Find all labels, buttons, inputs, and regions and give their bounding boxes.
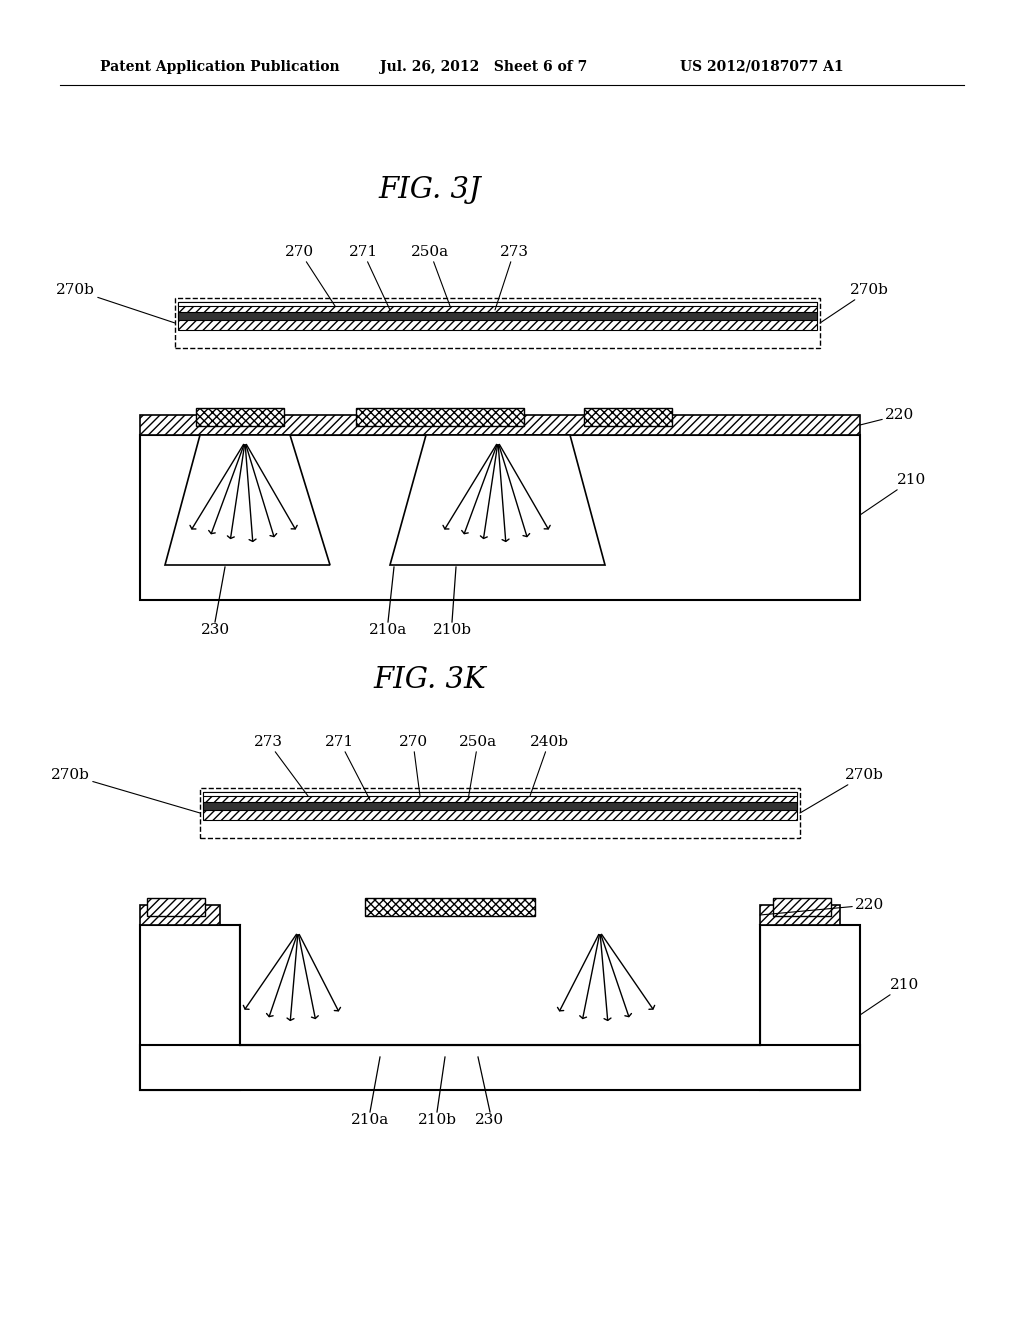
Text: 270b: 270b <box>800 768 884 813</box>
Text: 270b: 270b <box>51 768 200 813</box>
Text: 270: 270 <box>398 735 428 796</box>
Text: Patent Application Publication: Patent Application Publication <box>100 59 340 74</box>
Bar <box>365 898 535 916</box>
Bar <box>140 414 860 436</box>
Polygon shape <box>390 436 605 565</box>
Bar <box>178 302 817 306</box>
Text: 220: 220 <box>760 898 885 915</box>
Bar <box>203 792 797 820</box>
Bar <box>196 408 284 426</box>
Text: FIG. 3K: FIG. 3K <box>374 667 486 694</box>
Text: 273: 273 <box>495 246 528 310</box>
Bar <box>584 408 672 426</box>
Text: 270b: 270b <box>56 282 175 323</box>
Bar <box>203 803 797 810</box>
Bar <box>140 925 240 1090</box>
Text: Jul. 26, 2012   Sheet 6 of 7: Jul. 26, 2012 Sheet 6 of 7 <box>380 59 587 74</box>
Text: 270b: 270b <box>820 282 889 323</box>
Bar <box>773 898 831 916</box>
Text: 230: 230 <box>475 1113 505 1127</box>
Bar <box>178 302 817 330</box>
Bar <box>140 1045 860 1090</box>
Bar <box>178 312 817 319</box>
Text: FIG. 3J: FIG. 3J <box>379 176 481 205</box>
Text: 271: 271 <box>348 246 390 310</box>
Text: 210: 210 <box>860 978 920 1015</box>
Bar <box>760 925 860 1090</box>
Text: 273: 273 <box>254 735 308 796</box>
Bar <box>140 906 220 925</box>
Text: 271: 271 <box>326 735 370 800</box>
Bar <box>356 408 524 426</box>
Polygon shape <box>165 436 330 565</box>
Text: 210: 210 <box>860 473 927 515</box>
Text: 210b: 210b <box>432 623 471 638</box>
Text: 210b: 210b <box>418 1113 457 1127</box>
Text: 250a: 250a <box>411 246 450 306</box>
Bar <box>175 298 820 348</box>
Bar <box>140 436 860 601</box>
Bar <box>200 788 800 838</box>
Text: 240b: 240b <box>529 735 568 796</box>
Text: US 2012/0187077 A1: US 2012/0187077 A1 <box>680 59 844 74</box>
Bar <box>203 792 797 796</box>
Text: 270: 270 <box>286 246 335 306</box>
Bar <box>760 906 840 925</box>
Text: 210a: 210a <box>369 623 408 638</box>
Text: 250a: 250a <box>459 735 497 800</box>
Text: 220: 220 <box>860 408 914 425</box>
Bar <box>147 898 205 916</box>
Text: 230: 230 <box>201 623 229 638</box>
Bar <box>240 925 760 1045</box>
Text: 210a: 210a <box>351 1113 389 1127</box>
